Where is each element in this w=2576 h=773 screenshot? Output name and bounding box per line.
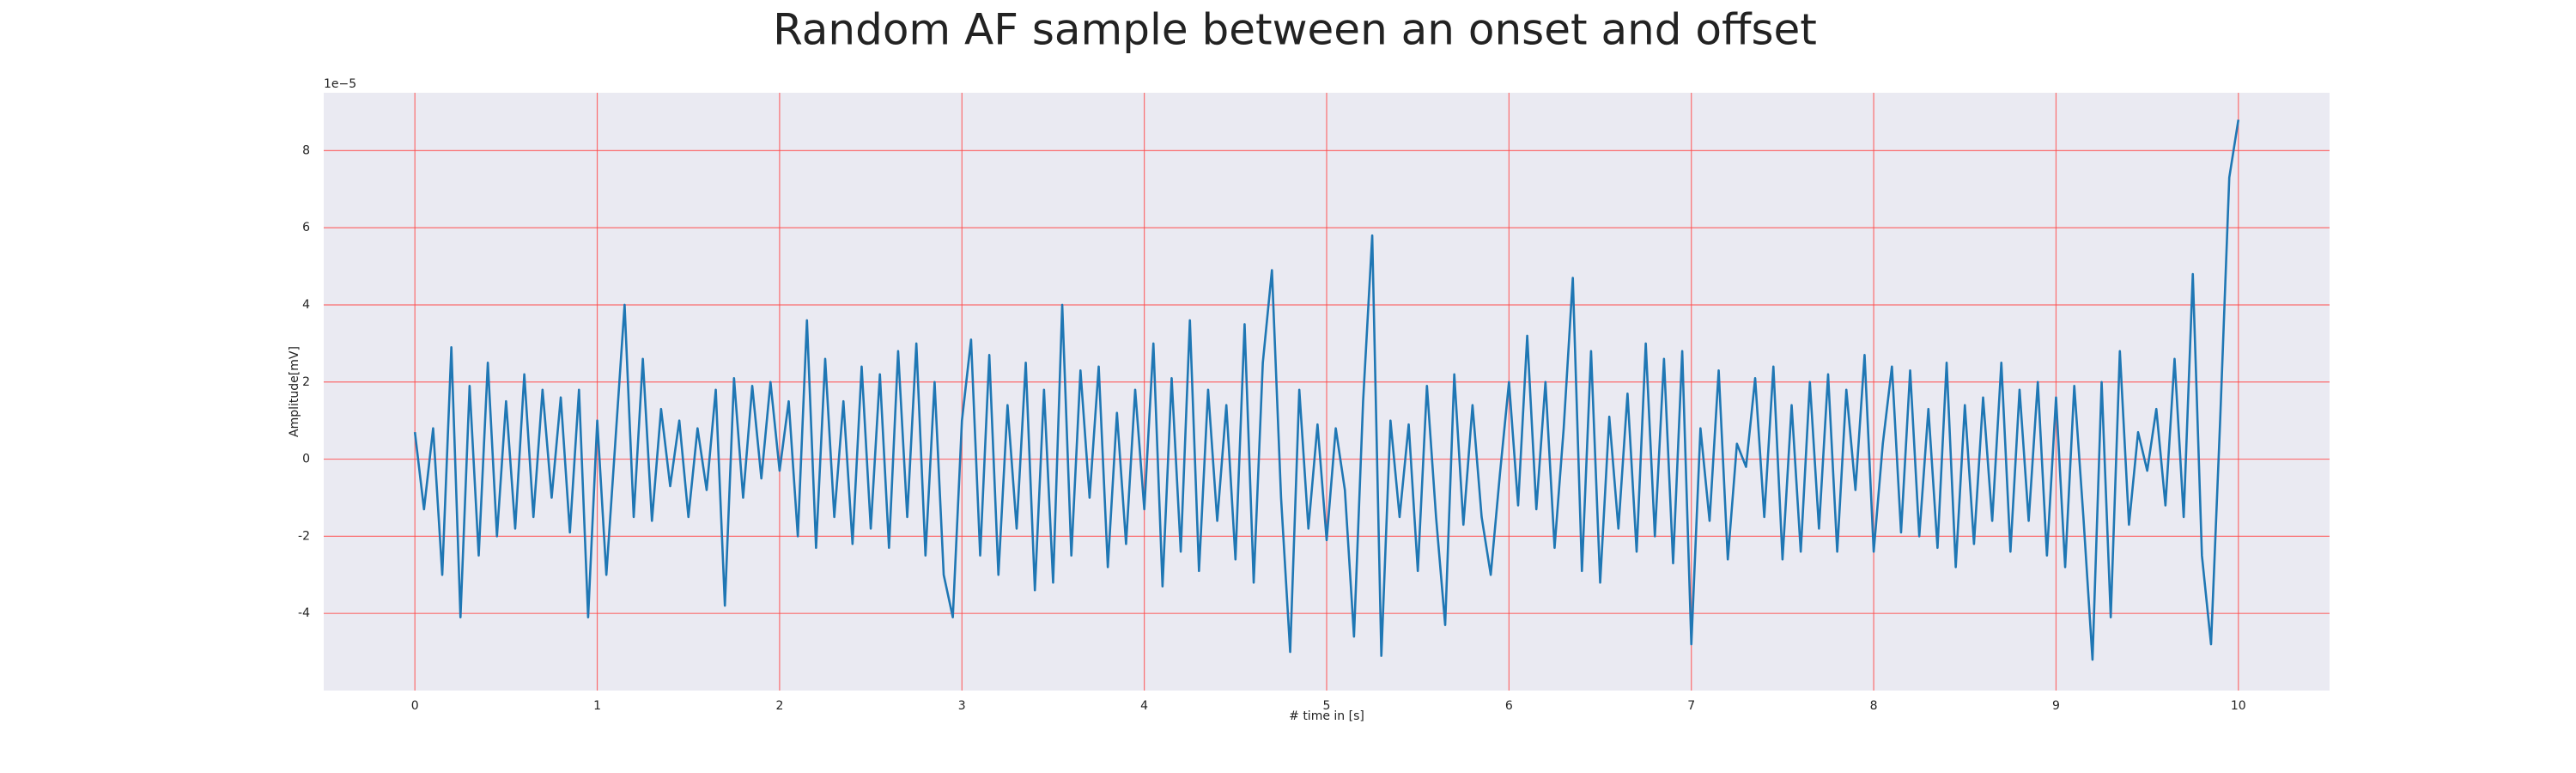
x-tick-label: 4 [1140,699,1148,713]
x-tick-label: 2 [775,699,783,713]
data-line [413,119,2240,661]
x-tick-label: 5 [1323,699,1331,713]
x-axis-label: # time in [s] [1289,709,1364,723]
x-tick-label: 7 [1687,699,1695,713]
y-tick-label: 0 [302,453,310,466]
x-tick-label: 8 [1870,699,1878,713]
y-tick-label: -2 [298,529,310,543]
x-tick-label: 10 [2231,699,2246,713]
y-tick-label: 8 [302,143,310,157]
x-tick-label: 6 [1505,699,1513,713]
y-tick-label: 6 [302,221,310,234]
x-tick-label: 1 [593,699,601,713]
y-offset-label: 1e−5 [324,77,356,91]
y-tick-label: 2 [302,375,310,389]
x-tick-label: 0 [411,699,419,713]
chart-title: Random AF sample between an onset and of… [773,5,1817,55]
x-tick-label: 3 [958,699,966,713]
x-tick-label: 9 [2052,699,2060,713]
y-tick-label: -4 [298,606,310,620]
y-axis-label: Amplitude[mV] [288,346,301,437]
y-tick-label: 4 [302,298,310,312]
